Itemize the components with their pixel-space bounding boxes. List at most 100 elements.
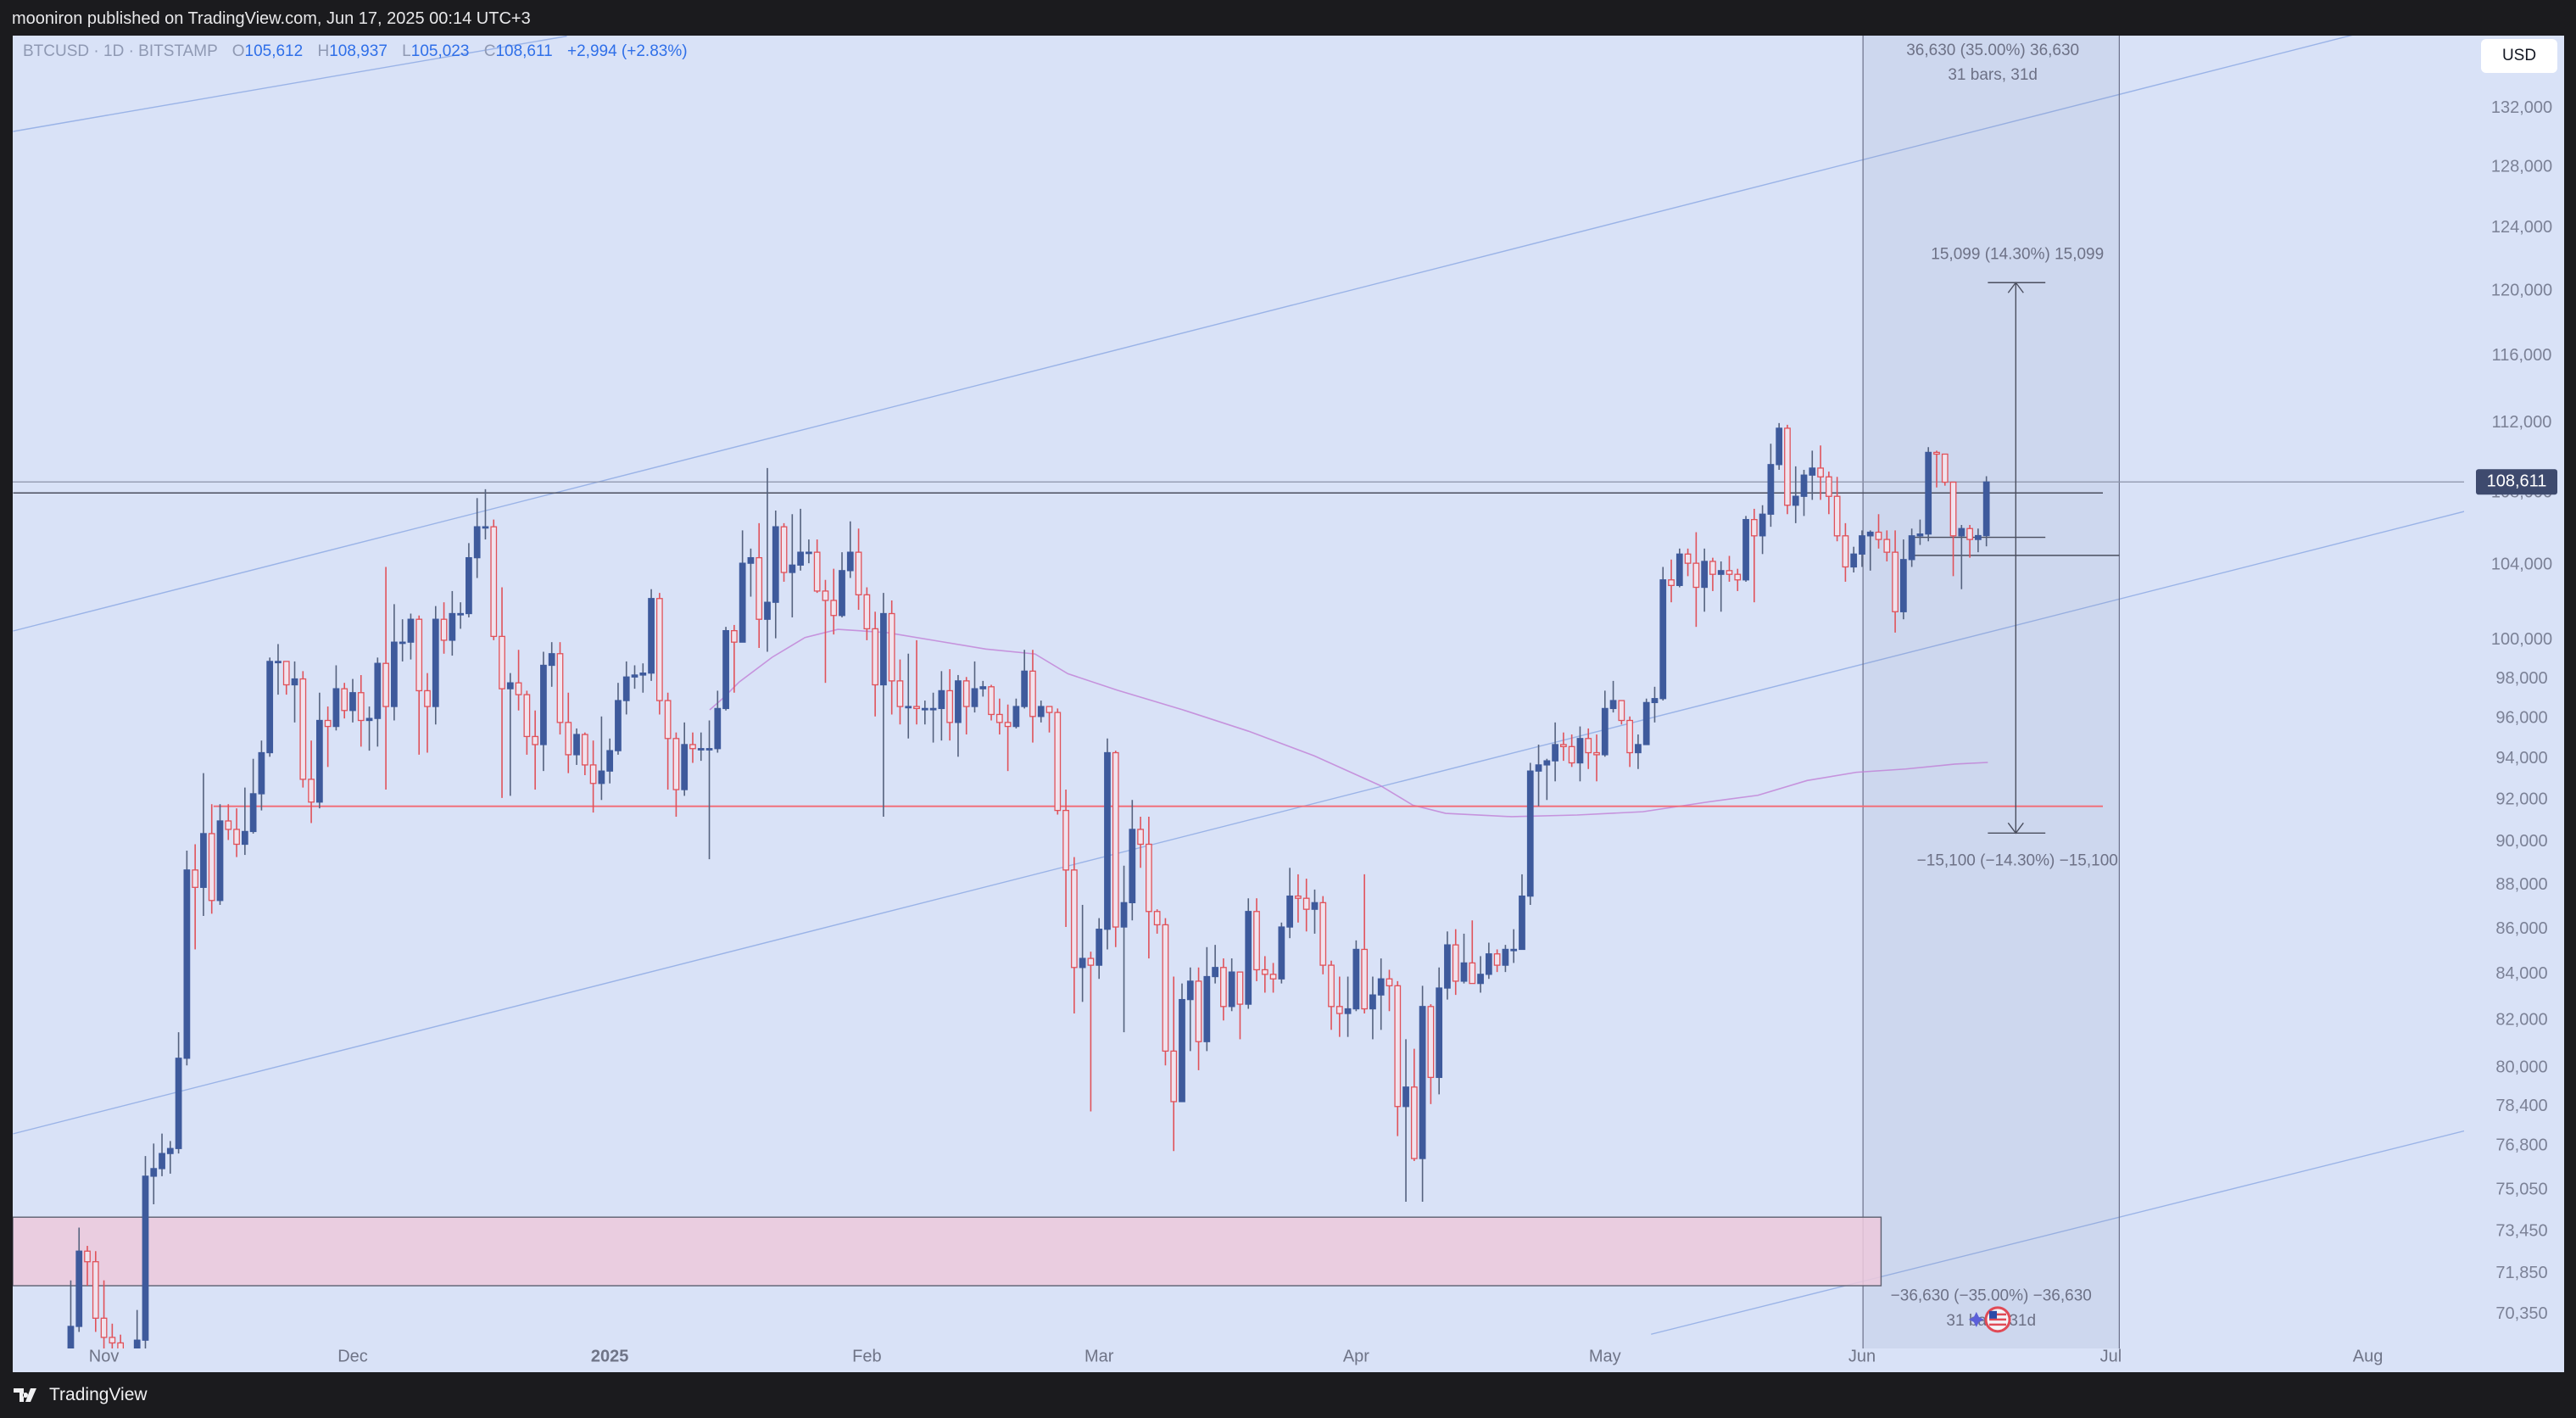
candle-body [1709,561,1716,575]
candle-body [813,551,821,592]
candle-body [664,700,672,740]
ohlc-key: H [317,42,330,60]
candle-body [705,748,713,751]
candle-body [1045,706,1053,713]
candle-body [764,601,771,620]
candle-body [1510,948,1518,952]
candle-body [1982,481,1990,537]
candle-body [1742,518,1749,581]
candle-body [1352,948,1360,1010]
candle-body [1394,985,1402,1108]
y-tick-label: 116,000 [2492,346,2552,365]
candle-body [913,706,920,710]
candle-body [466,556,472,615]
annotation: −36,630 (−35.00%) −36,630 [1891,1287,2092,1305]
candle-body [880,612,887,686]
candle-body [589,764,597,784]
candle-body [407,618,415,643]
candle-body [142,1175,149,1341]
candle-body [905,706,912,709]
ohlc-key: C [483,42,496,60]
candle-body [432,618,439,707]
candle-body [1618,700,1625,722]
candle-body [1916,533,1924,537]
candle-body [1361,948,1369,1010]
brand: TradingView [49,1385,148,1404]
candle-body [1054,712,1062,812]
candle-body [672,738,680,790]
candle-body [499,635,505,689]
currency-button[interactable]: USD [2481,39,2557,73]
candle-body [1593,751,1600,756]
candle-body [548,653,555,667]
footer: TradingView [0,1372,2576,1418]
candle-body [1892,551,1899,612]
candle-body [100,1317,108,1338]
candle-body [1286,895,1294,928]
y-tick-label: 78,400 [2495,1097,2547,1115]
moving-average [709,628,1988,818]
candle-body [109,1337,116,1344]
candle-body [1958,528,1965,537]
candle-body [1410,1086,1418,1159]
candle-body [1295,895,1302,899]
candle-body [208,833,215,902]
candle-body [1642,701,1650,745]
candle-body [1734,573,1742,581]
candle-body [1850,553,1858,568]
candle-body [1245,911,1252,1005]
candle-body [1195,980,1202,1042]
candle-body [1220,967,1227,1008]
candle-body [1676,553,1683,586]
candle-body [233,829,240,846]
candle-body [1825,476,1832,497]
y-tick-label: 82,000 [2495,1011,2547,1030]
candle-body [391,641,398,707]
candle-body [365,717,373,722]
candle-body [606,750,614,772]
candle-body [888,612,895,682]
candle-body [1651,698,1659,704]
candle-body [1717,570,1725,575]
annotation: 31 bars, 31d [1948,66,2038,84]
candle-body [275,661,282,664]
candle-body [896,680,904,707]
y-tick-label: 84,000 [2495,964,2547,983]
candle-body [399,641,406,645]
candle-body [1427,1006,1435,1079]
candle-body [424,689,431,707]
candle-body [1526,770,1534,897]
candle-body [722,629,729,710]
range-head [2007,282,2024,293]
candle-body [1833,495,1841,537]
y-tick-label: 75,050 [2495,1181,2547,1199]
axes: 36,630 (35.00%) 36,630 31 bars, 31d 15,099… [89,42,2557,1365]
plot-area [13,36,2464,1348]
publish-info: mooniron published on TradingView.com, J… [12,9,531,28]
candle-body [84,1250,91,1263]
candle-body [282,661,290,686]
candle-body [1335,1006,1343,1014]
candle-body [183,869,191,1059]
candle-body [648,598,655,674]
candle-body [216,820,224,902]
candle-body [1908,535,1915,561]
candle-body [1626,719,1633,754]
candle-body [117,1342,125,1348]
candle-body [622,676,630,701]
candle-body [1162,924,1169,1052]
candle-body [797,551,804,566]
logo [14,1388,36,1402]
candle-body [946,689,954,723]
y-tick-label: 71,850 [2495,1264,2547,1282]
candle-body [1519,895,1525,951]
candle-body [1883,539,1891,553]
candle-body [1436,987,1443,1079]
candle-body [1452,944,1459,982]
candle-body [655,598,663,701]
candle-body [1137,829,1144,846]
candle-body [1419,1006,1426,1159]
candle-body [938,689,945,710]
candle-body [1759,513,1766,537]
candle-body [1568,745,1575,764]
